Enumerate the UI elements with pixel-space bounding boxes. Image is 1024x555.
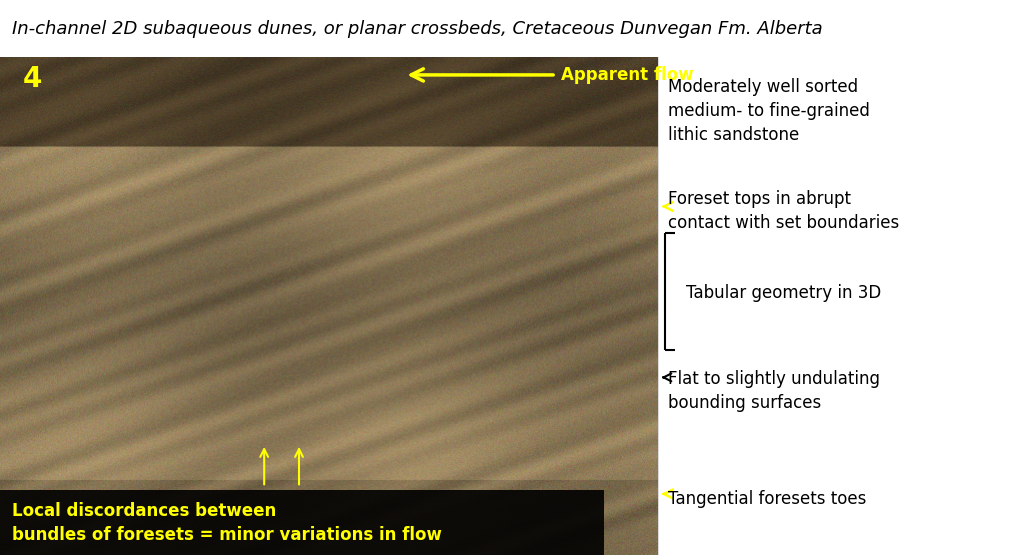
Text: Foreset tops in abrupt
contact with set boundaries: Foreset tops in abrupt contact with set … xyxy=(668,190,899,232)
Text: Local discordances between
bundles of foresets = minor variations in flow: Local discordances between bundles of fo… xyxy=(12,502,442,544)
Bar xyxy=(658,57,1024,555)
Text: In-channel 2D subaqueous dunes, or planar crossbeds, Cretaceous Dunvegan Fm. Alb: In-channel 2D subaqueous dunes, or plana… xyxy=(12,19,823,38)
Text: 4: 4 xyxy=(23,65,42,93)
Bar xyxy=(0,490,604,555)
Bar xyxy=(0,0,1024,57)
Text: Tabular geometry in 3D: Tabular geometry in 3D xyxy=(686,284,882,302)
Text: Apparent flow: Apparent flow xyxy=(561,66,694,84)
Text: Moderately well sorted
medium- to fine-grained
lithic sandstone: Moderately well sorted medium- to fine-g… xyxy=(668,78,869,144)
Text: Tangential foresets toes: Tangential foresets toes xyxy=(668,491,866,508)
Text: Flat to slightly undulating
bounding surfaces: Flat to slightly undulating bounding sur… xyxy=(668,370,880,412)
